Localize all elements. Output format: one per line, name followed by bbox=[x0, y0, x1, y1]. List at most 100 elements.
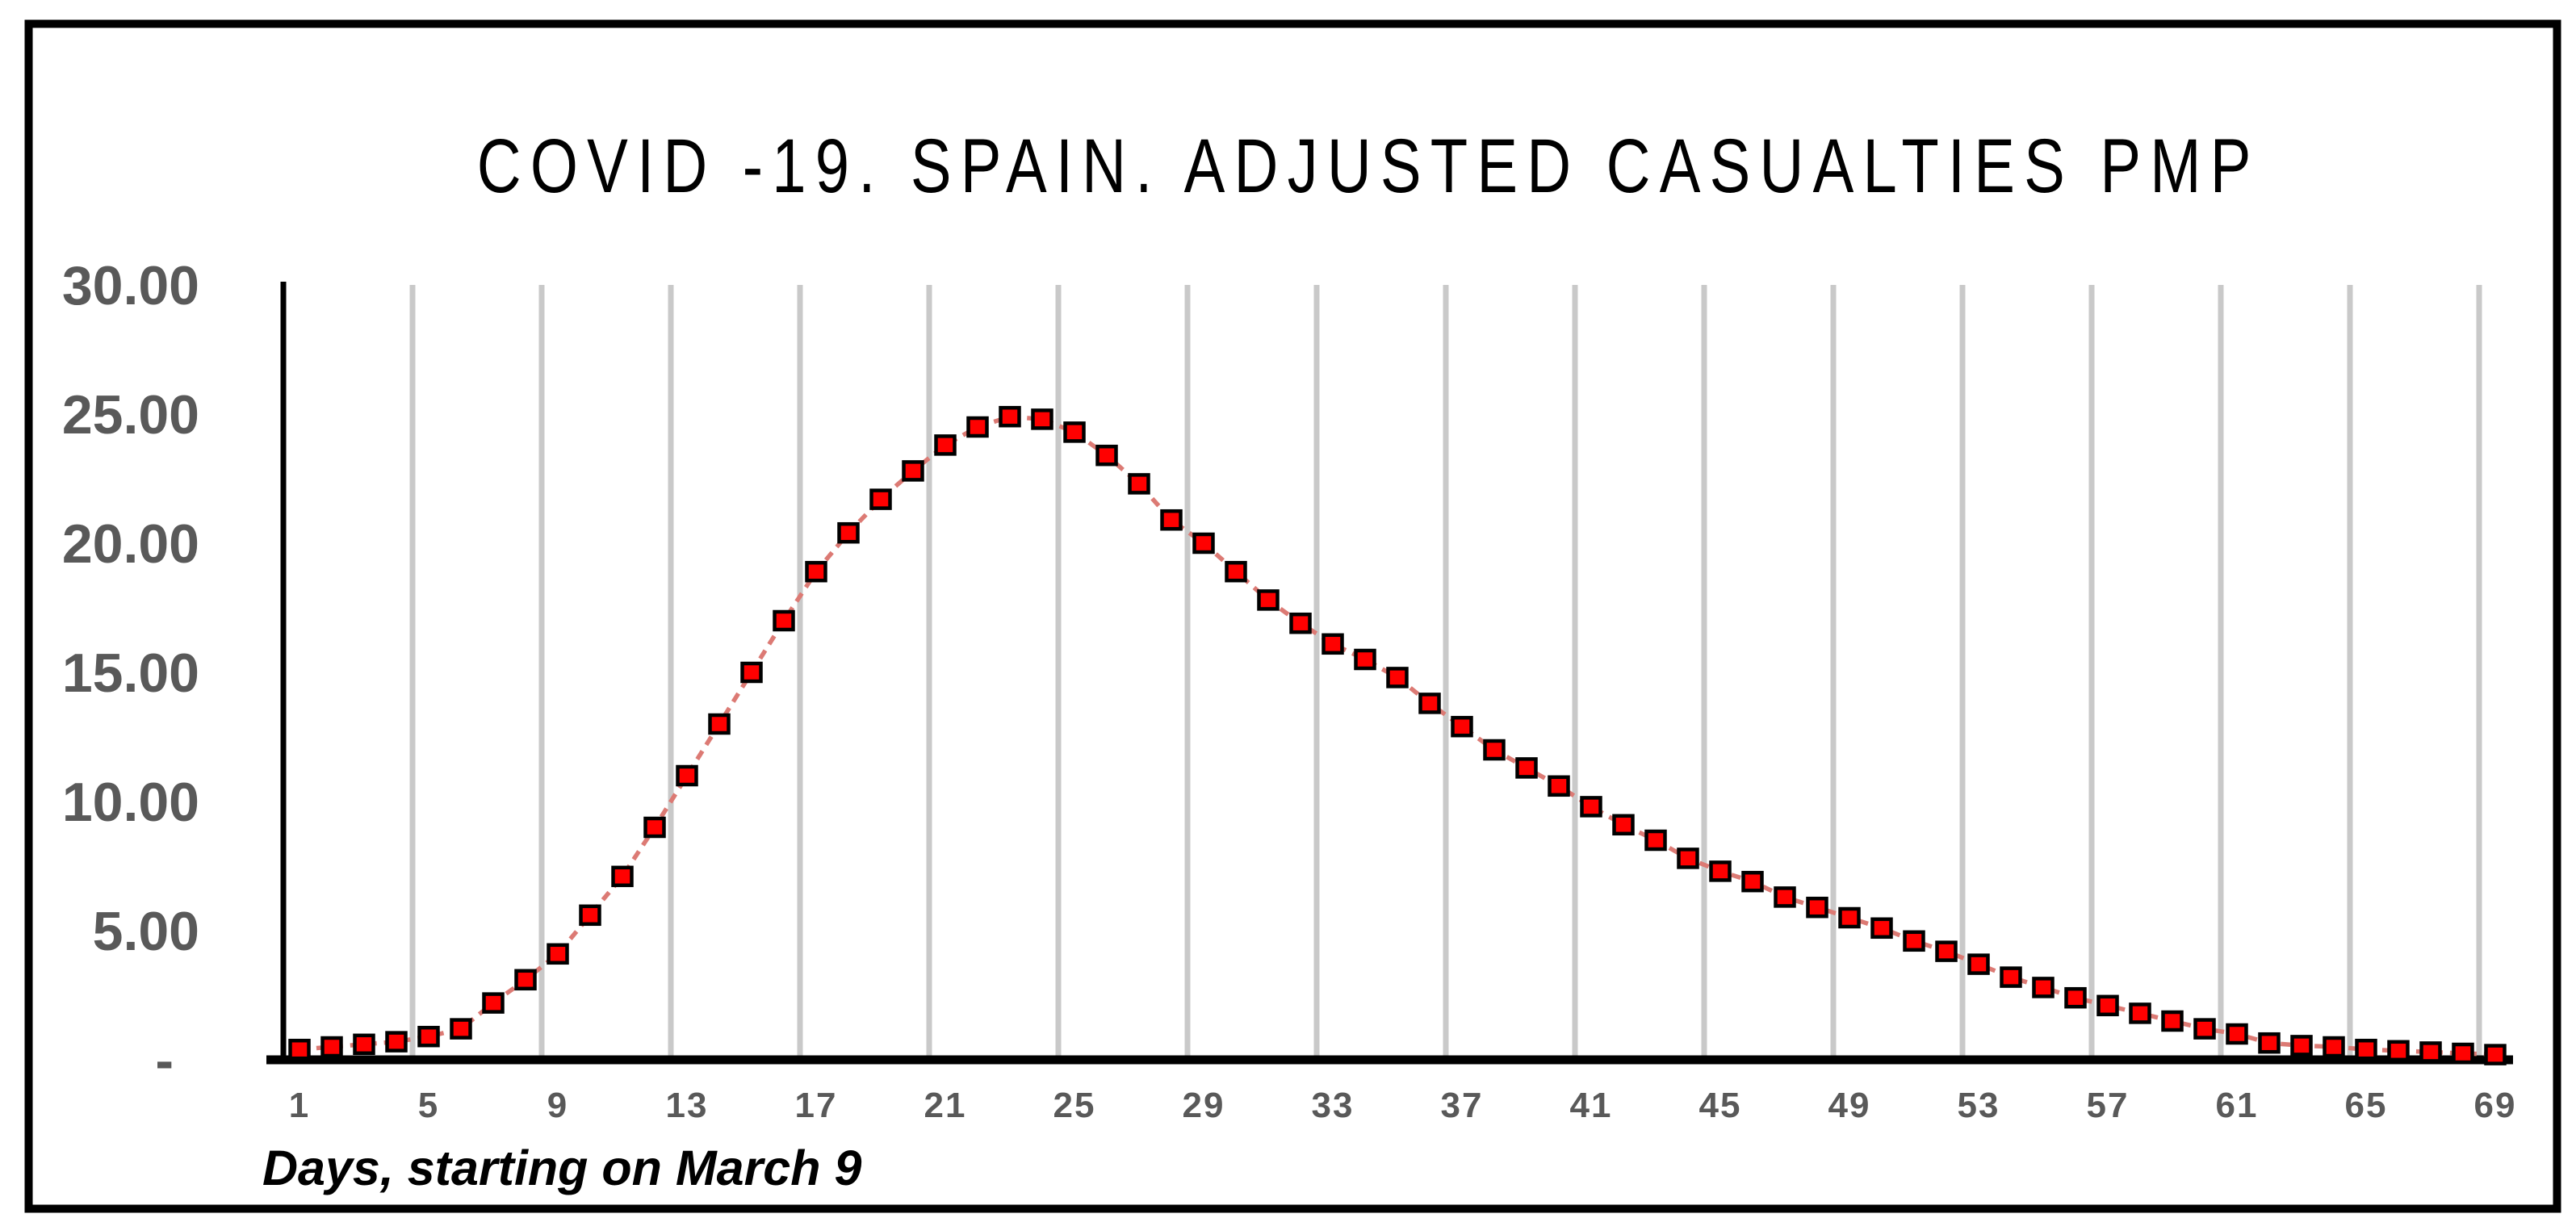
x-tick-label: 1 bbox=[289, 1086, 310, 1125]
data-point-marker-day-1 bbox=[288, 1038, 311, 1061]
data-point-marker-day-51 bbox=[1903, 930, 1925, 952]
data-point-marker-day-47 bbox=[1774, 886, 1796, 908]
y-tick-label: 20.00 bbox=[62, 513, 199, 575]
data-point-marker-day-45 bbox=[1709, 860, 1732, 882]
x-tick-label: 53 bbox=[1958, 1086, 2000, 1125]
data-point-marker-day-50 bbox=[1870, 917, 1893, 940]
data-point-marker-day-64 bbox=[2323, 1036, 2345, 1058]
data-point-marker-day-62 bbox=[2258, 1032, 2281, 1054]
data-point-marker-day-17 bbox=[805, 560, 827, 583]
data-point-marker-day-10 bbox=[579, 904, 601, 927]
y-axis-tick-labels: 30.00 25.00 20.00 15.00 10.00 5.00 - bbox=[62, 255, 199, 1091]
data-point-marker-day-30 bbox=[1225, 560, 1247, 583]
x-tick-label: 61 bbox=[2216, 1086, 2259, 1125]
data-point-marker-day-39 bbox=[1515, 757, 1538, 779]
x-tick-label: 65 bbox=[2345, 1086, 2388, 1125]
x-tick-label: 49 bbox=[1828, 1086, 1871, 1125]
x-tick-label: 5 bbox=[418, 1086, 439, 1125]
data-point-marker-day-9 bbox=[547, 943, 569, 965]
x-tick-label: 25 bbox=[1053, 1086, 1096, 1125]
data-point-marker-day-49 bbox=[1838, 906, 1861, 929]
y-tick-label: 25.00 bbox=[62, 384, 199, 446]
data-point-marker-day-27 bbox=[1128, 473, 1150, 495]
y-tick-label: 30.00 bbox=[62, 255, 199, 316]
data-point-marker-day-3 bbox=[353, 1033, 375, 1056]
data-point-marker-day-34 bbox=[1354, 648, 1376, 671]
data-point-marker-day-44 bbox=[1677, 848, 1699, 869]
data-point-marker-day-69 bbox=[2484, 1044, 2507, 1065]
data-point-marker-day-54 bbox=[2000, 966, 2022, 988]
data-point-marker-day-57 bbox=[2096, 994, 2119, 1017]
data-point-marker-day-63 bbox=[2290, 1035, 2313, 1057]
data-point-marker-day-53 bbox=[1967, 953, 1990, 975]
x-tick-label: 9 bbox=[547, 1086, 568, 1125]
x-tick-label: 45 bbox=[1699, 1086, 1742, 1125]
x-tick-label: 13 bbox=[666, 1086, 709, 1125]
data-point-marker-day-24 bbox=[1031, 408, 1053, 430]
data-point-marker-day-37 bbox=[1451, 715, 1473, 738]
data-point-marker-day-26 bbox=[1095, 444, 1118, 467]
data-point-marker-day-35 bbox=[1386, 667, 1409, 689]
x-tick-label: 21 bbox=[924, 1086, 967, 1125]
data-point-marker-day-59 bbox=[2161, 1010, 2184, 1032]
data-point-marker-day-2 bbox=[320, 1036, 343, 1058]
data-point-marker-day-21 bbox=[934, 434, 957, 456]
x-tick-label: 69 bbox=[2474, 1086, 2517, 1125]
data-point-marker-day-68 bbox=[2452, 1042, 2474, 1065]
x-tick-label: 17 bbox=[795, 1086, 838, 1125]
data-point-marker-day-22 bbox=[966, 416, 989, 438]
y-tick-label: 10.00 bbox=[62, 772, 199, 833]
data-point-marker-day-60 bbox=[2193, 1018, 2216, 1040]
data-point-marker-day-32 bbox=[1289, 612, 1312, 634]
data-point-marker-day-36 bbox=[1418, 693, 1441, 714]
data-point-marker-day-16 bbox=[773, 609, 795, 632]
y-tick-label: 5.00 bbox=[93, 901, 199, 962]
data-point-marker-day-52 bbox=[1935, 940, 1958, 962]
data-point-marker-day-14 bbox=[708, 713, 731, 735]
y-tick-label: - bbox=[155, 1030, 174, 1091]
x-tick-label: 37 bbox=[1441, 1086, 1484, 1125]
data-point-marker-day-41 bbox=[1580, 796, 1602, 818]
data-point-marker-day-23 bbox=[999, 405, 1021, 428]
chart-title: COVID -19. SPAIN. ADJUSTED CASUALTIES PM… bbox=[477, 123, 2260, 209]
data-point-marker-day-6 bbox=[450, 1018, 472, 1040]
data-point-marker-day-56 bbox=[2064, 986, 2087, 1009]
data-point-marker-day-48 bbox=[1806, 896, 1828, 919]
data-point-marker-day-28 bbox=[1160, 509, 1183, 531]
data-point-marker-day-15 bbox=[740, 661, 763, 684]
data-point-marker-day-43 bbox=[1644, 829, 1667, 852]
data-point-marker-day-12 bbox=[643, 816, 666, 839]
data-point-marker-day-31 bbox=[1257, 589, 1280, 611]
data-point-marker-day-7 bbox=[482, 992, 505, 1014]
data-point-marker-day-58 bbox=[2129, 1002, 2151, 1024]
axes bbox=[266, 282, 2513, 1065]
data-point-marker-day-66 bbox=[2387, 1040, 2410, 1062]
x-axis-tick-labels: 1 5 9 13 17 21 25 29 33 37 41 45 49 53 57 61 65 69 bbox=[289, 1086, 2517, 1125]
data-point-marker-day-5 bbox=[417, 1025, 440, 1048]
data-point-marker-day-38 bbox=[1483, 739, 1506, 761]
x-axis-title: Days, starting on March 9 bbox=[262, 1141, 861, 1195]
data-point-marker-day-55 bbox=[2032, 977, 2055, 998]
data-point-marker-day-29 bbox=[1192, 532, 1215, 555]
data-series bbox=[288, 405, 2507, 1065]
data-point-marker-day-33 bbox=[1322, 633, 1344, 655]
vertical-gridlines bbox=[409, 285, 2482, 1057]
y-tick-label: 15.00 bbox=[62, 642, 199, 704]
data-point-marker-day-46 bbox=[1741, 870, 1764, 893]
x-tick-label: 41 bbox=[1570, 1086, 1613, 1125]
data-point-marker-day-40 bbox=[1548, 775, 1570, 797]
data-point-marker-day-25 bbox=[1063, 421, 1086, 443]
data-point-marker-day-67 bbox=[2419, 1041, 2442, 1063]
data-point-marker-day-20 bbox=[902, 460, 924, 482]
data-point-marker-day-4 bbox=[385, 1031, 408, 1053]
data-point-marker-day-13 bbox=[676, 764, 698, 787]
data-point-marker-day-42 bbox=[1612, 814, 1635, 836]
data-point-marker-day-19 bbox=[869, 488, 892, 510]
x-tick-label: 33 bbox=[1312, 1086, 1355, 1125]
data-point-marker-day-11 bbox=[611, 865, 634, 888]
data-point-marker-day-8 bbox=[514, 969, 537, 991]
x-tick-label: 29 bbox=[1183, 1086, 1225, 1125]
x-tick-label: 57 bbox=[2087, 1086, 2130, 1125]
data-point-marker-day-65 bbox=[2355, 1038, 2377, 1061]
